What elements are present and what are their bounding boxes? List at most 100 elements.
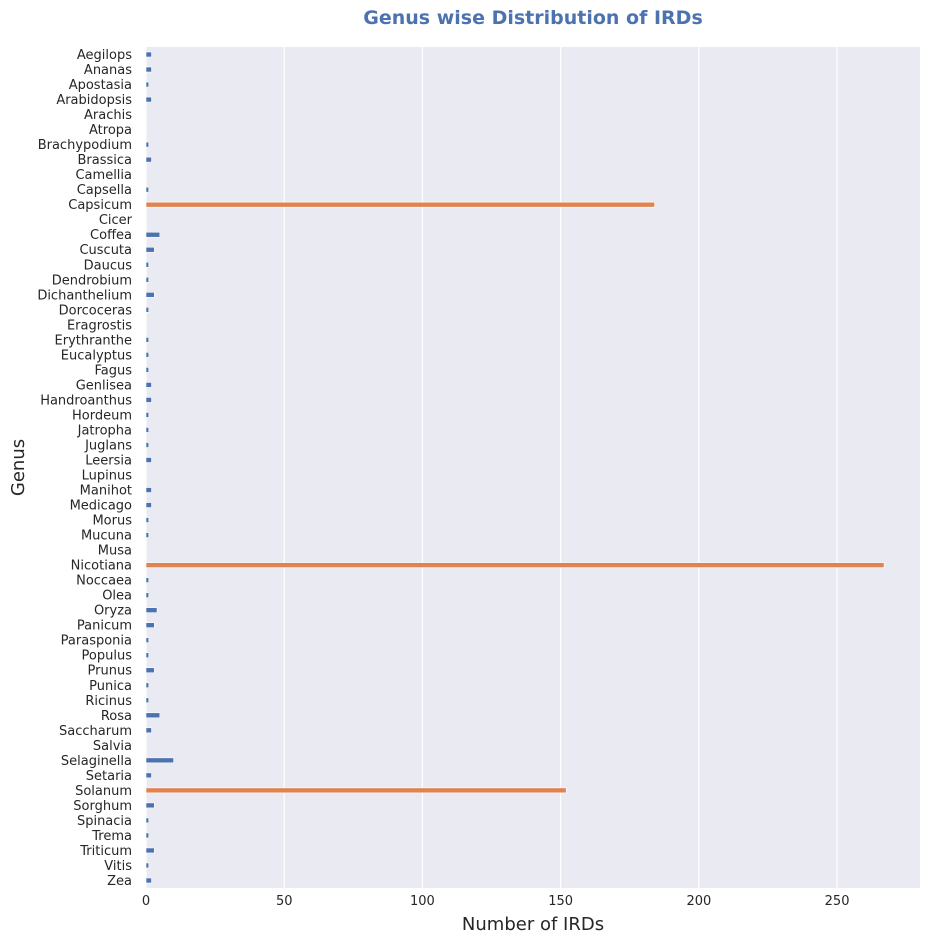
bar-arabidopsis (145, 96, 152, 103)
bar-dorcoceras (145, 307, 150, 313)
bar-capsella (145, 186, 150, 193)
bar-brassica (145, 156, 152, 163)
grid-lines (145, 47, 838, 888)
bar-coffea (145, 231, 161, 238)
bar-aegilops (145, 51, 152, 58)
y-tick-label: Sorghum (73, 799, 132, 814)
bar-jatropha (145, 427, 150, 433)
bar-cuscuta (145, 246, 155, 253)
y-tick-label: Brassica (77, 153, 132, 168)
y-tick-label: Dichanthelium (37, 288, 132, 303)
y-tick-label: Solanum (75, 784, 132, 799)
y-tick-label: Eragrostis (67, 318, 132, 333)
bar-oryza (145, 607, 158, 613)
x-tick-label: 250 (825, 894, 850, 909)
y-tick-label: Manihot (80, 484, 132, 499)
y-tick-label: Daucus (84, 258, 133, 273)
y-tick-label: Eucalyptus (61, 348, 132, 363)
y-tick-label: Parasponia (61, 634, 132, 649)
bar-erythranthe (145, 337, 150, 343)
bar-triticum (145, 847, 155, 854)
y-tick-label: Erythranthe (55, 333, 132, 348)
bar-hordeum (145, 412, 150, 418)
y-tick-label: Salvia (93, 739, 132, 754)
x-tick-label: 0 (142, 894, 150, 909)
y-tick-label: Arachis (84, 108, 132, 123)
y-tick-label: Capsella (77, 183, 132, 198)
x-tick-label: 50 (276, 894, 293, 909)
y-tick-label: Musa (98, 544, 132, 559)
bar-sorghum (145, 802, 155, 809)
bar-manihot (145, 487, 152, 493)
y-tick-label: Atropa (89, 123, 132, 138)
bar-rosa (145, 712, 161, 719)
bar-apostasia (145, 81, 150, 88)
chart-title: Genus wise Distribution of IRDs (363, 7, 703, 29)
bar-nicotiana (145, 562, 885, 568)
y-tick-label: Olea (102, 589, 132, 604)
y-tick-label: Trema (91, 829, 132, 844)
y-tick-label: Vitis (104, 859, 132, 874)
y-tick-label: Mucuna (81, 529, 132, 544)
bar-capsicum (145, 201, 655, 208)
bar-handroanthus (145, 397, 152, 403)
y-tick-label: Ricinus (85, 694, 132, 709)
bar-dichanthelium (145, 291, 155, 298)
y-tick-label: Aegilops (77, 48, 132, 63)
y-tick-label: Handroanthus (40, 393, 132, 408)
y-tick-label: Juglans (84, 438, 132, 453)
bar-fagus (145, 367, 150, 373)
bar-mucuna (145, 532, 150, 538)
y-tick-label: Populus (82, 649, 133, 664)
bar-medicago (145, 502, 152, 508)
bar-ananas (145, 66, 152, 73)
bar-prunus (145, 667, 155, 674)
x-axis-label: Number of IRDs (462, 914, 604, 935)
y-tick-label: Ananas (84, 63, 132, 78)
bar-dendrobium (145, 276, 150, 283)
y-tick-label: Lupinus (82, 469, 133, 484)
y-tick-label: Camellia (75, 168, 132, 183)
y-tick-label: Selaginella (61, 754, 132, 769)
bar-olea (145, 592, 150, 598)
y-tick-label: Medicago (70, 499, 132, 514)
bar-panicum (145, 622, 155, 628)
bar-daucus (145, 261, 150, 268)
bar-solanum (145, 787, 567, 794)
bar-spinacia (145, 817, 150, 824)
y-tick-label: Spinacia (77, 814, 132, 829)
bar-ricinus (145, 697, 150, 704)
y-tick-label: Genlisea (76, 378, 132, 393)
bar-morus (145, 517, 150, 523)
y-tick-label: Cicer (99, 213, 133, 228)
y-tick-label: Saccharum (59, 724, 132, 739)
y-tick-label: Arabidopsis (56, 93, 132, 108)
x-tick-labels: 0 50 100 150 200 250 (142, 894, 850, 909)
y-tick-label: Apostasia (69, 78, 132, 93)
bar-juglans (145, 442, 150, 448)
y-tick-label: Zea (107, 874, 132, 889)
y-tick-label: Jatropha (77, 423, 132, 438)
y-tick-label: Punica (89, 679, 132, 694)
bar-punica (145, 682, 150, 689)
bar-eucalyptus (145, 352, 150, 358)
bar-noccaea (145, 577, 150, 583)
y-tick-label: Setaria (86, 769, 132, 784)
bar-saccharum (145, 727, 152, 734)
y-tick-label: Morus (92, 514, 132, 529)
bar-brachypodium (145, 141, 150, 148)
y-tick-label: Nicotiana (71, 559, 132, 574)
bar-setaria (145, 772, 152, 779)
y-axis-label: Genus (8, 439, 29, 496)
bars (145, 51, 885, 884)
y-tick-label: Triticum (79, 844, 132, 859)
y-tick-label: Coffea (90, 228, 132, 243)
plot-background (146, 47, 920, 888)
y-tick-label: Panicum (77, 619, 132, 634)
y-tick-label: Noccaea (76, 574, 132, 589)
y-tick-label: Brachypodium (38, 138, 132, 153)
y-tick-label: Cuscuta (79, 243, 132, 258)
bar-leersia (145, 457, 152, 463)
y-tick-label: Fagus (94, 363, 132, 378)
